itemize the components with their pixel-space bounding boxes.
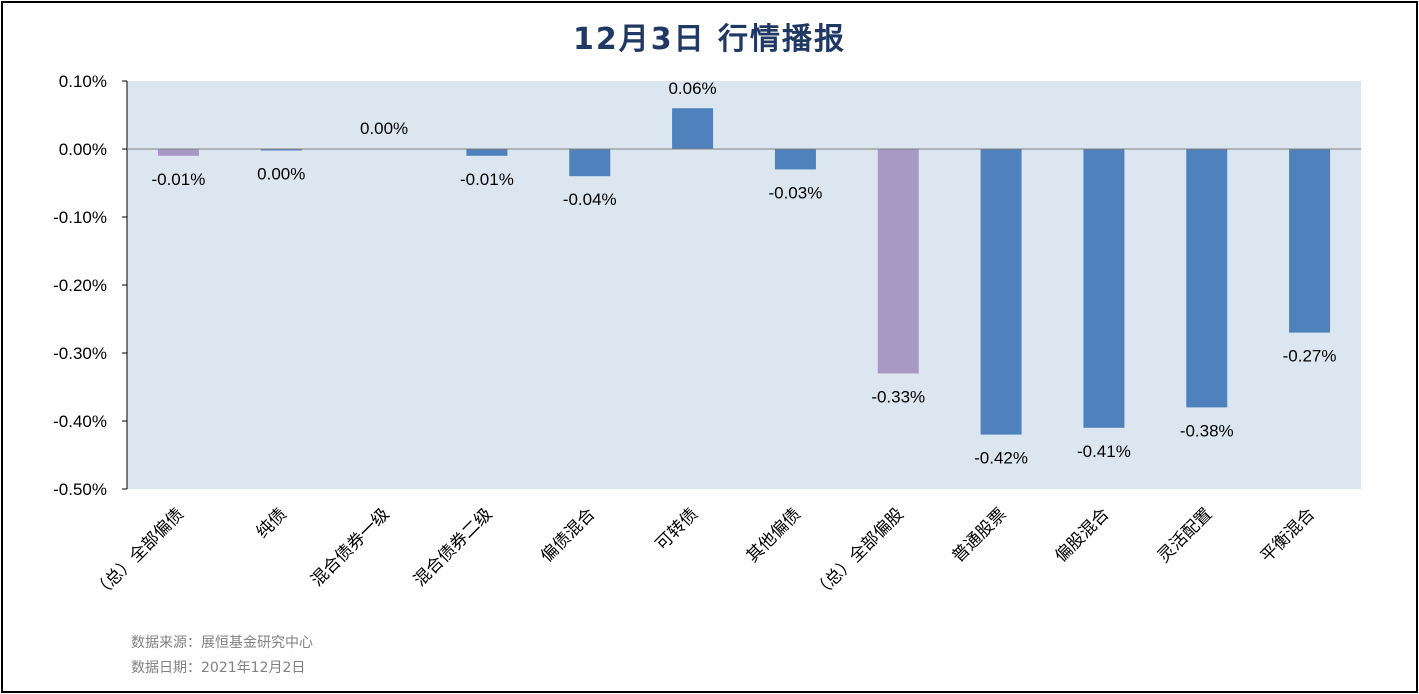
data-label: -0.41%: [1077, 442, 1131, 461]
data-label: -0.04%: [563, 190, 617, 209]
data-label: -0.42%: [974, 449, 1028, 468]
bar: [672, 108, 714, 149]
data-label: -0.33%: [871, 387, 925, 406]
bar: [1186, 149, 1228, 408]
data-label: 0.06%: [668, 79, 716, 98]
x-category-label: 偏债混合: [537, 504, 599, 566]
data-label: -0.03%: [768, 183, 822, 202]
x-category-label: （总）全部偏债: [90, 504, 188, 602]
x-category-label: 纯债: [253, 504, 291, 542]
x-category-label: 偏股混合: [1051, 504, 1113, 566]
plot-area: [127, 81, 1361, 489]
y-tick-label: -0.50%: [53, 480, 107, 499]
x-category-label: 灵活配置: [1154, 504, 1216, 566]
x-category-label: 混合债券一级: [307, 504, 393, 590]
x-category-label: 平衡混合: [1257, 504, 1319, 566]
data-label: -0.01%: [151, 170, 205, 189]
chart-title: 12月3日 行情播报: [572, 22, 847, 57]
data-source-note: 数据来源：展恒基金研究中心: [131, 635, 313, 651]
x-category-label: （总）全部偏股: [809, 504, 907, 602]
bar: [569, 149, 611, 177]
y-tick-label: -0.10%: [53, 208, 107, 227]
y-tick-label: -0.40%: [53, 412, 107, 431]
data-label: 0.00%: [360, 119, 408, 138]
y-tick-label: 0.00%: [59, 140, 107, 159]
bar: [1289, 149, 1331, 333]
y-tick-label: -0.30%: [53, 344, 107, 363]
bar: [877, 149, 919, 374]
bar: [260, 149, 302, 151]
bar: [774, 149, 816, 170]
data-label: -0.38%: [1180, 421, 1234, 440]
x-category-label: 混合债券二级: [410, 504, 496, 590]
x-category-label: 普通股票: [948, 504, 1010, 566]
data-label: -0.01%: [460, 170, 514, 189]
bar: [157, 149, 199, 156]
bar: [980, 149, 1022, 435]
bar: [1083, 149, 1125, 428]
x-category-label: 其他偏债: [743, 504, 805, 566]
data-date-note: 数据日期：2021年12月2日: [131, 660, 306, 676]
x-category-label: 可转债: [652, 504, 702, 554]
data-label: 0.00%: [257, 165, 305, 184]
data-label: -0.27%: [1283, 347, 1337, 366]
bar: [466, 149, 508, 156]
y-tick-label: 0.10%: [59, 72, 107, 91]
y-tick-label: -0.20%: [53, 276, 107, 295]
